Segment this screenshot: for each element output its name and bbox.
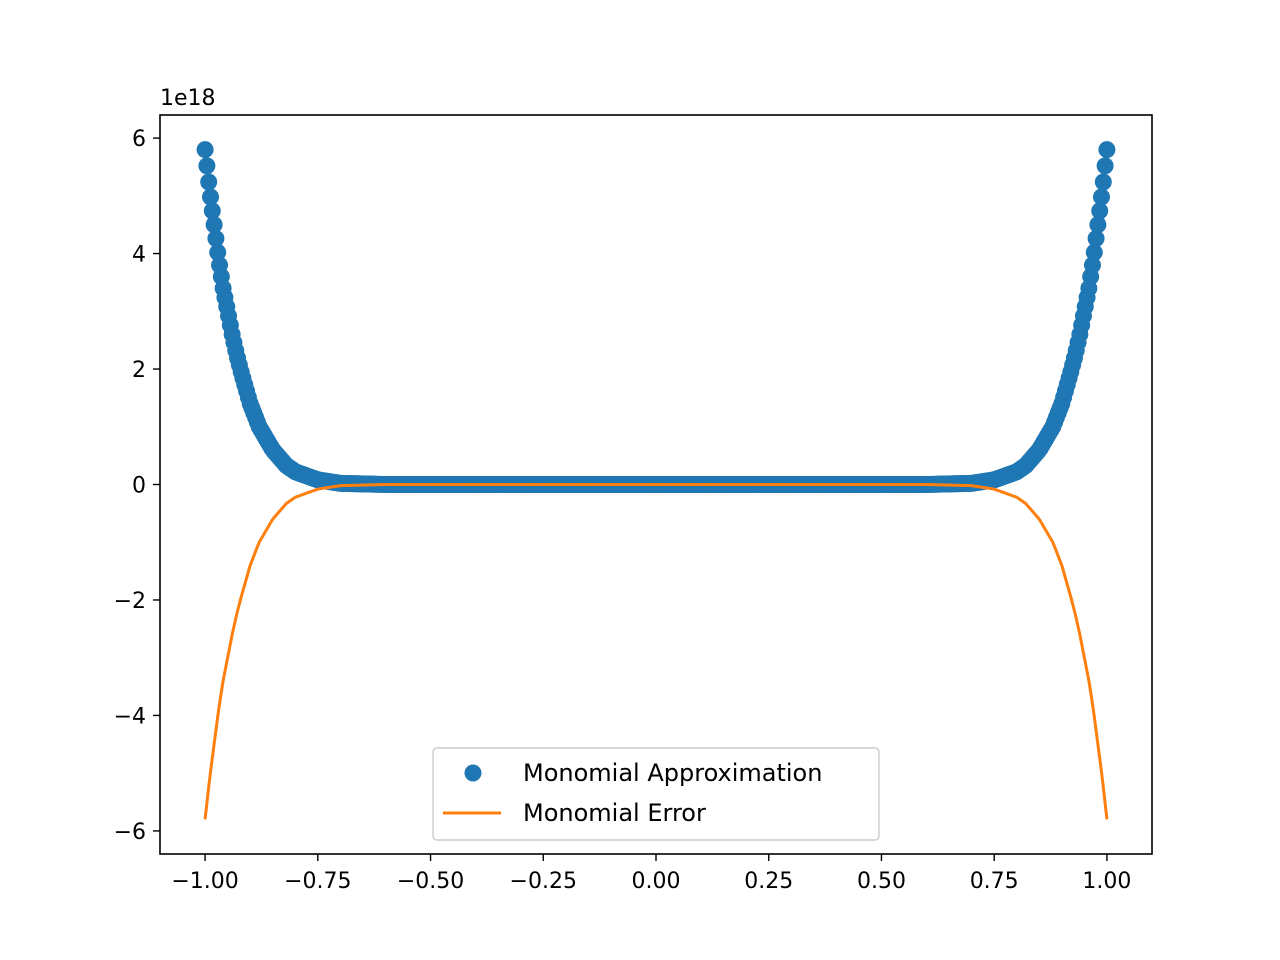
x-tick-label: 0.25 bbox=[744, 869, 793, 894]
data-point bbox=[198, 157, 216, 175]
y-tick-label: −2 bbox=[114, 589, 146, 614]
data-point bbox=[207, 230, 225, 248]
y-tick-label: 6 bbox=[132, 127, 146, 152]
data-point bbox=[1087, 230, 1105, 248]
data-point bbox=[196, 141, 214, 159]
y-offset-label: 1e18 bbox=[160, 86, 216, 111]
data-point bbox=[1089, 216, 1107, 234]
x-tick-label: 0.00 bbox=[632, 869, 681, 894]
x-tick-label: 1.00 bbox=[1082, 869, 1131, 894]
data-point bbox=[1091, 202, 1109, 220]
y-tick-label: 2 bbox=[132, 358, 146, 383]
data-point bbox=[1098, 141, 1116, 159]
x-axis: −1.00 −0.75 −0.50 −0.25 0.00 0.25 0.50 0.75 1.00 bbox=[171, 854, 1131, 894]
data-point bbox=[203, 202, 221, 220]
y-axis: −6 −4 −2 0 2 4 6 bbox=[114, 127, 160, 845]
legend-label-monomial-error: Monomial Error bbox=[523, 799, 706, 827]
y-tick-label: 4 bbox=[132, 243, 146, 268]
data-point bbox=[1083, 256, 1101, 274]
y-tick-label: −6 bbox=[114, 820, 146, 845]
y-tick-label: 0 bbox=[132, 474, 146, 499]
data-point bbox=[202, 188, 220, 206]
y-tick-label: −4 bbox=[114, 704, 146, 729]
data-point bbox=[200, 173, 218, 191]
x-tick-label: −0.75 bbox=[284, 869, 351, 894]
legend: Monomial Approximation Monomial Error bbox=[432, 747, 880, 841]
x-tick-label: 0.75 bbox=[970, 869, 1019, 894]
x-tick-label: −0.25 bbox=[510, 869, 577, 894]
x-tick-label: 0.50 bbox=[857, 869, 906, 894]
data-point bbox=[1096, 157, 1114, 175]
series-monomial-error-line bbox=[203, 483, 1109, 820]
data-point bbox=[1094, 173, 1112, 191]
data-point bbox=[1085, 243, 1103, 261]
data-point bbox=[1092, 188, 1110, 206]
x-tick-label: −1.00 bbox=[171, 869, 238, 894]
legend-box bbox=[432, 747, 880, 841]
x-tick-label: −0.50 bbox=[397, 869, 464, 894]
plot-area bbox=[196, 141, 1116, 820]
legend-label-monomial-approximation: Monomial Approximation bbox=[523, 759, 822, 787]
data-point bbox=[209, 243, 227, 261]
legend-marker-monomial-approximation bbox=[464, 764, 482, 782]
data-point bbox=[205, 216, 223, 234]
